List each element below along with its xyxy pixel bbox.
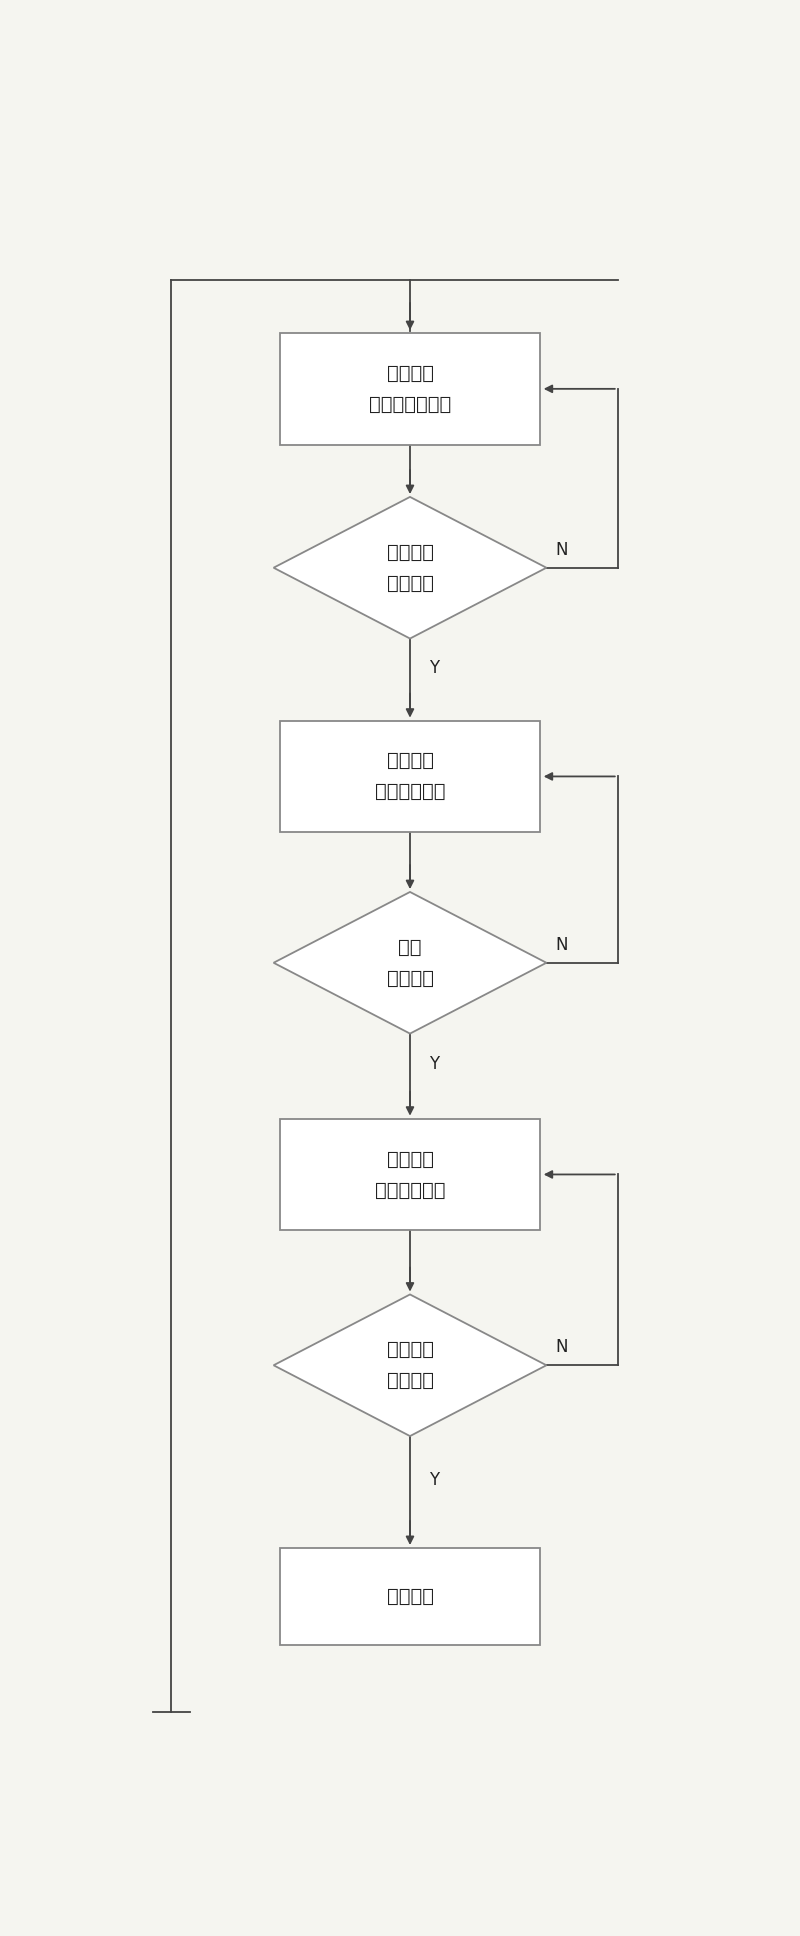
Bar [280,1549,540,1646]
Text: Y: Y [429,658,438,676]
Polygon shape [274,892,546,1034]
Polygon shape [274,1295,546,1437]
Text: Y: Y [429,1055,438,1073]
Text: 转载区域
准备就绪: 转载区域 准备就绪 [386,542,434,592]
Text: N: N [556,1338,568,1357]
Text: Y: Y [429,1471,438,1489]
Bar [280,333,540,445]
Text: 车门吸具
到达转载前工位: 车门吸具 到达转载前工位 [369,364,451,414]
Text: N: N [556,935,568,954]
Text: 升降电机
上升到位: 升降电机 上升到位 [386,1340,434,1390]
Polygon shape [274,498,546,639]
Text: 状态检测: 状态检测 [386,1588,434,1605]
Text: 车门吸具
搞入转载区域: 车门吸具 搞入转载区域 [374,751,446,802]
Text: 滚床升降
电机启动上升: 滚床升降 电机启动上升 [374,1150,446,1200]
Text: N: N [556,540,568,560]
Bar [280,720,540,832]
Text: 吸具
搞入完成: 吸具 搞入完成 [386,937,434,987]
Bar [280,1119,540,1231]
